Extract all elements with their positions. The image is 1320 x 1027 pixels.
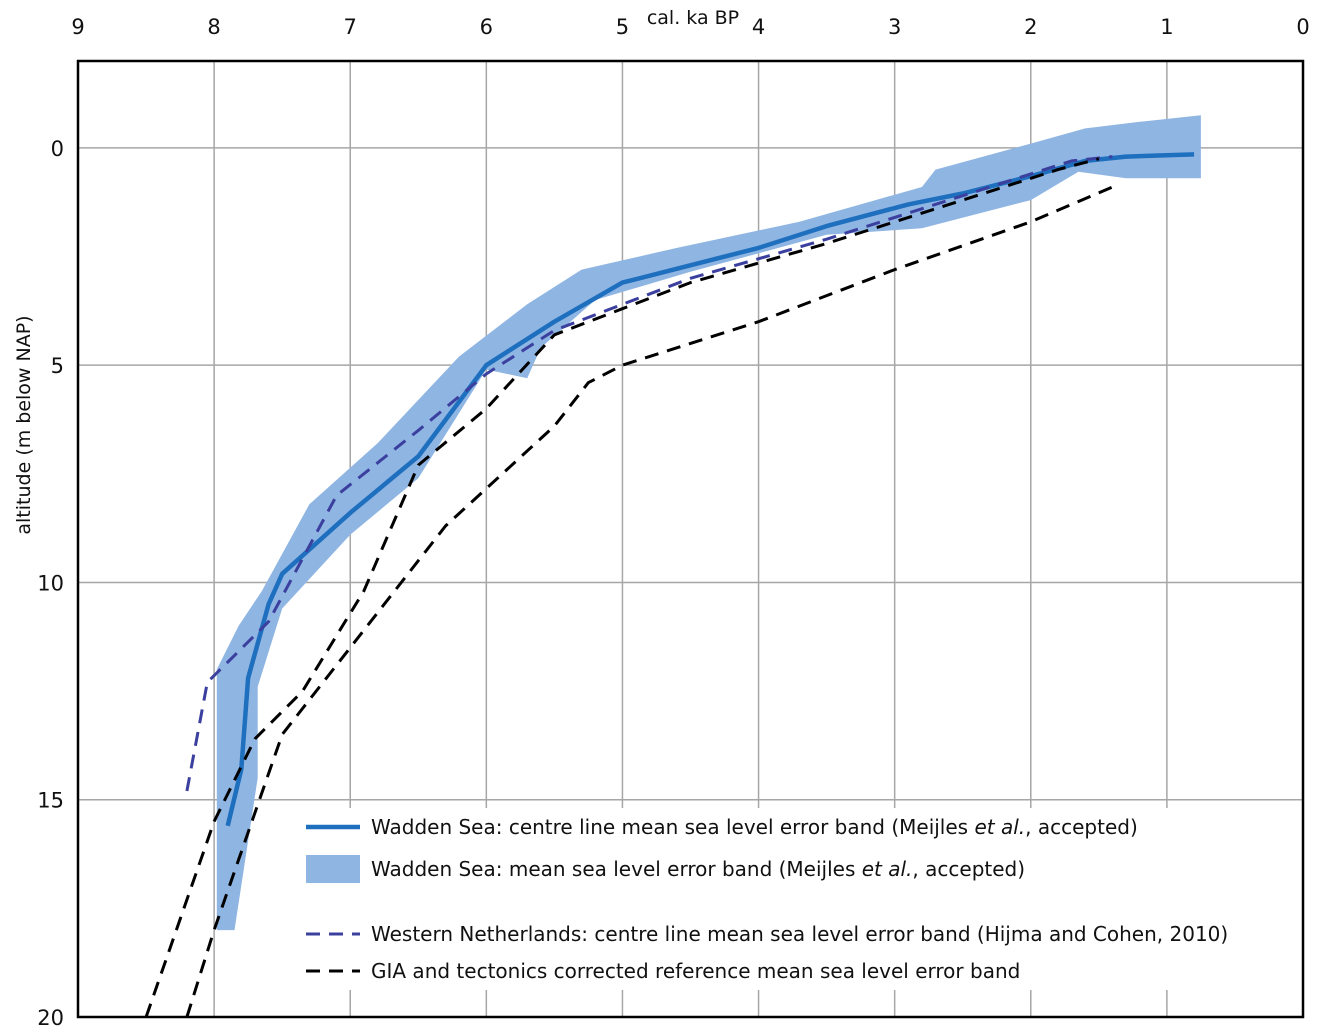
- gia-upper-line: [144, 157, 1100, 1018]
- y-tick-labels: 0 5 10 15 20: [37, 137, 64, 1027]
- x-tick-label: 7: [344, 15, 357, 39]
- x-tick-labels: 9 8 7 6 5 4 3 2 1 0: [71, 15, 1309, 39]
- legend-item-gia: GIA and tectonics corrected reference me…: [371, 959, 1020, 983]
- x-tick-label: 3: [888, 15, 901, 39]
- error-band-layer: [216, 115, 1201, 931]
- x-tick-label: 9: [71, 15, 84, 39]
- legend: Wadden Sea: centre line mean sea level e…: [300, 808, 1295, 990]
- x-tick-label: 0: [1296, 15, 1309, 39]
- x-tick-label: 1: [1160, 15, 1173, 39]
- wadden-sea-error-band: [216, 115, 1201, 931]
- x-tick-label: 6: [480, 15, 493, 39]
- x-tick-label: 2: [1024, 15, 1037, 39]
- y-tick-label: 5: [51, 354, 64, 378]
- legend-item-wadden-line: Wadden Sea: centre line mean sea level e…: [371, 815, 1138, 839]
- legend-background: [300, 808, 1295, 990]
- grid: [77, 61, 1304, 1018]
- legend-item-wadden-band: Wadden Sea: mean sea level error band (M…: [371, 857, 1025, 881]
- gia-lower-line: [185, 185, 1113, 1018]
- plot-frame: [76, 59, 1305, 1019]
- y-tick-label: 0: [51, 137, 64, 161]
- legend-band-symbol: [306, 855, 360, 883]
- y-axis-title: altitude (m below NAP): [13, 315, 35, 534]
- wadden-sea-centre-line: [225, 152, 1195, 827]
- legend-item-western-nl: Western Netherlands: centre line mean se…: [371, 922, 1228, 946]
- x-tick-label: 5: [616, 15, 629, 39]
- y-tick-label: 10: [37, 571, 64, 595]
- x-tick-label: 8: [207, 15, 220, 39]
- series-layer: [144, 152, 1195, 1018]
- x-axis-title: cal. ka BP: [647, 7, 739, 29]
- western-netherlands-line: [185, 155, 1113, 792]
- y-tick-label: 20: [37, 1006, 64, 1027]
- y-tick-label: 15: [37, 789, 64, 813]
- x-tick-label: 4: [752, 15, 765, 39]
